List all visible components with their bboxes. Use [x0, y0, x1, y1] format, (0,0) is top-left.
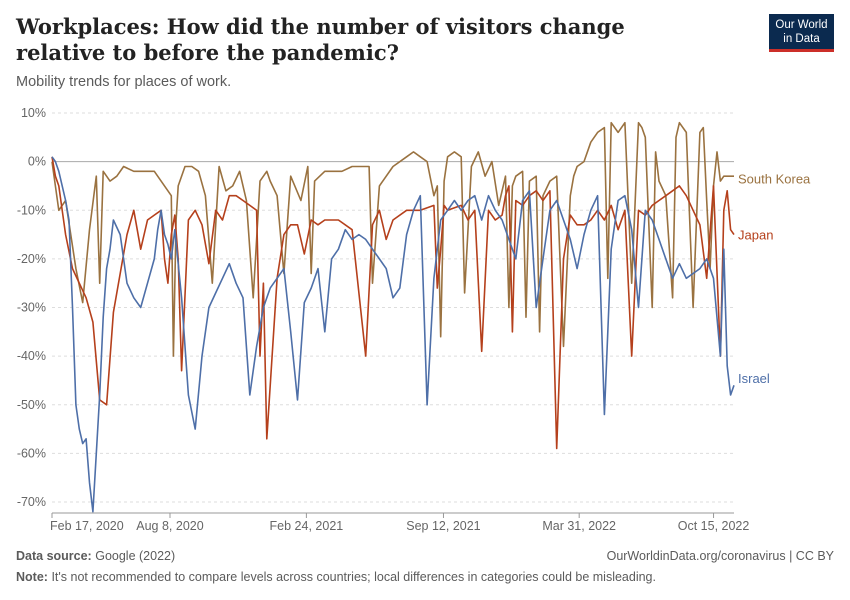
- series-line-south-korea: [51, 121, 734, 357]
- y-tick-label: -10%: [17, 203, 46, 217]
- x-tick-label: Feb 24, 2021: [270, 519, 344, 533]
- series-layer: [51, 121, 735, 513]
- y-tick-label: -40%: [17, 349, 46, 363]
- source-link[interactable]: Google (2022): [95, 549, 176, 563]
- x-tick-label: Oct 15, 2022: [678, 519, 750, 533]
- note-line: Note: It's not recommended to compare le…: [16, 570, 656, 584]
- series-end-label: South Korea: [738, 172, 811, 187]
- x-tick-label: Feb 17, 2020: [50, 519, 124, 533]
- series-line-japan: [51, 156, 735, 450]
- note-text: It's not recommended to compare levels a…: [51, 570, 656, 584]
- y-tick-label: -60%: [17, 446, 46, 460]
- y-tick-label: -30%: [17, 301, 46, 315]
- x-tick-label: Sep 12, 2021: [406, 519, 480, 533]
- owid-logo[interactable]: Our World in Data: [769, 14, 834, 52]
- series-line-israel: [51, 156, 735, 513]
- logo-line-2: in Data: [783, 33, 820, 45]
- grid-layer: [51, 112, 734, 518]
- owid-link[interactable]: OurWorldinData.org/coronavirus | CC BY: [606, 549, 834, 563]
- x-tick-label: Aug 8, 2020: [136, 519, 203, 533]
- y-tick-label: -20%: [17, 252, 46, 266]
- y-tick-label: 0%: [28, 155, 46, 169]
- logo-line-1: Our World: [775, 19, 828, 31]
- source-label: Data source:: [16, 549, 92, 563]
- chart-subtitle: Mobility trends for places of work.: [16, 74, 232, 90]
- x-tick-label: Mar 31, 2022: [542, 519, 616, 533]
- series-end-label: Israel: [738, 371, 770, 386]
- label-layer: 10% 0% -10% -20% -30% -40% -50% -60% -70% Feb 17,…: [17, 106, 811, 533]
- series-end-label: Japan: [738, 228, 773, 243]
- chart-title: Workplaces: How did the number of visito…: [16, 14, 625, 65]
- data-source-line: Data source: Google (2022): [16, 549, 175, 563]
- y-tick-label: -70%: [17, 495, 46, 509]
- y-tick-label: -50%: [17, 398, 46, 412]
- y-tick-label: 10%: [21, 106, 46, 120]
- note-label: Note:: [16, 570, 48, 584]
